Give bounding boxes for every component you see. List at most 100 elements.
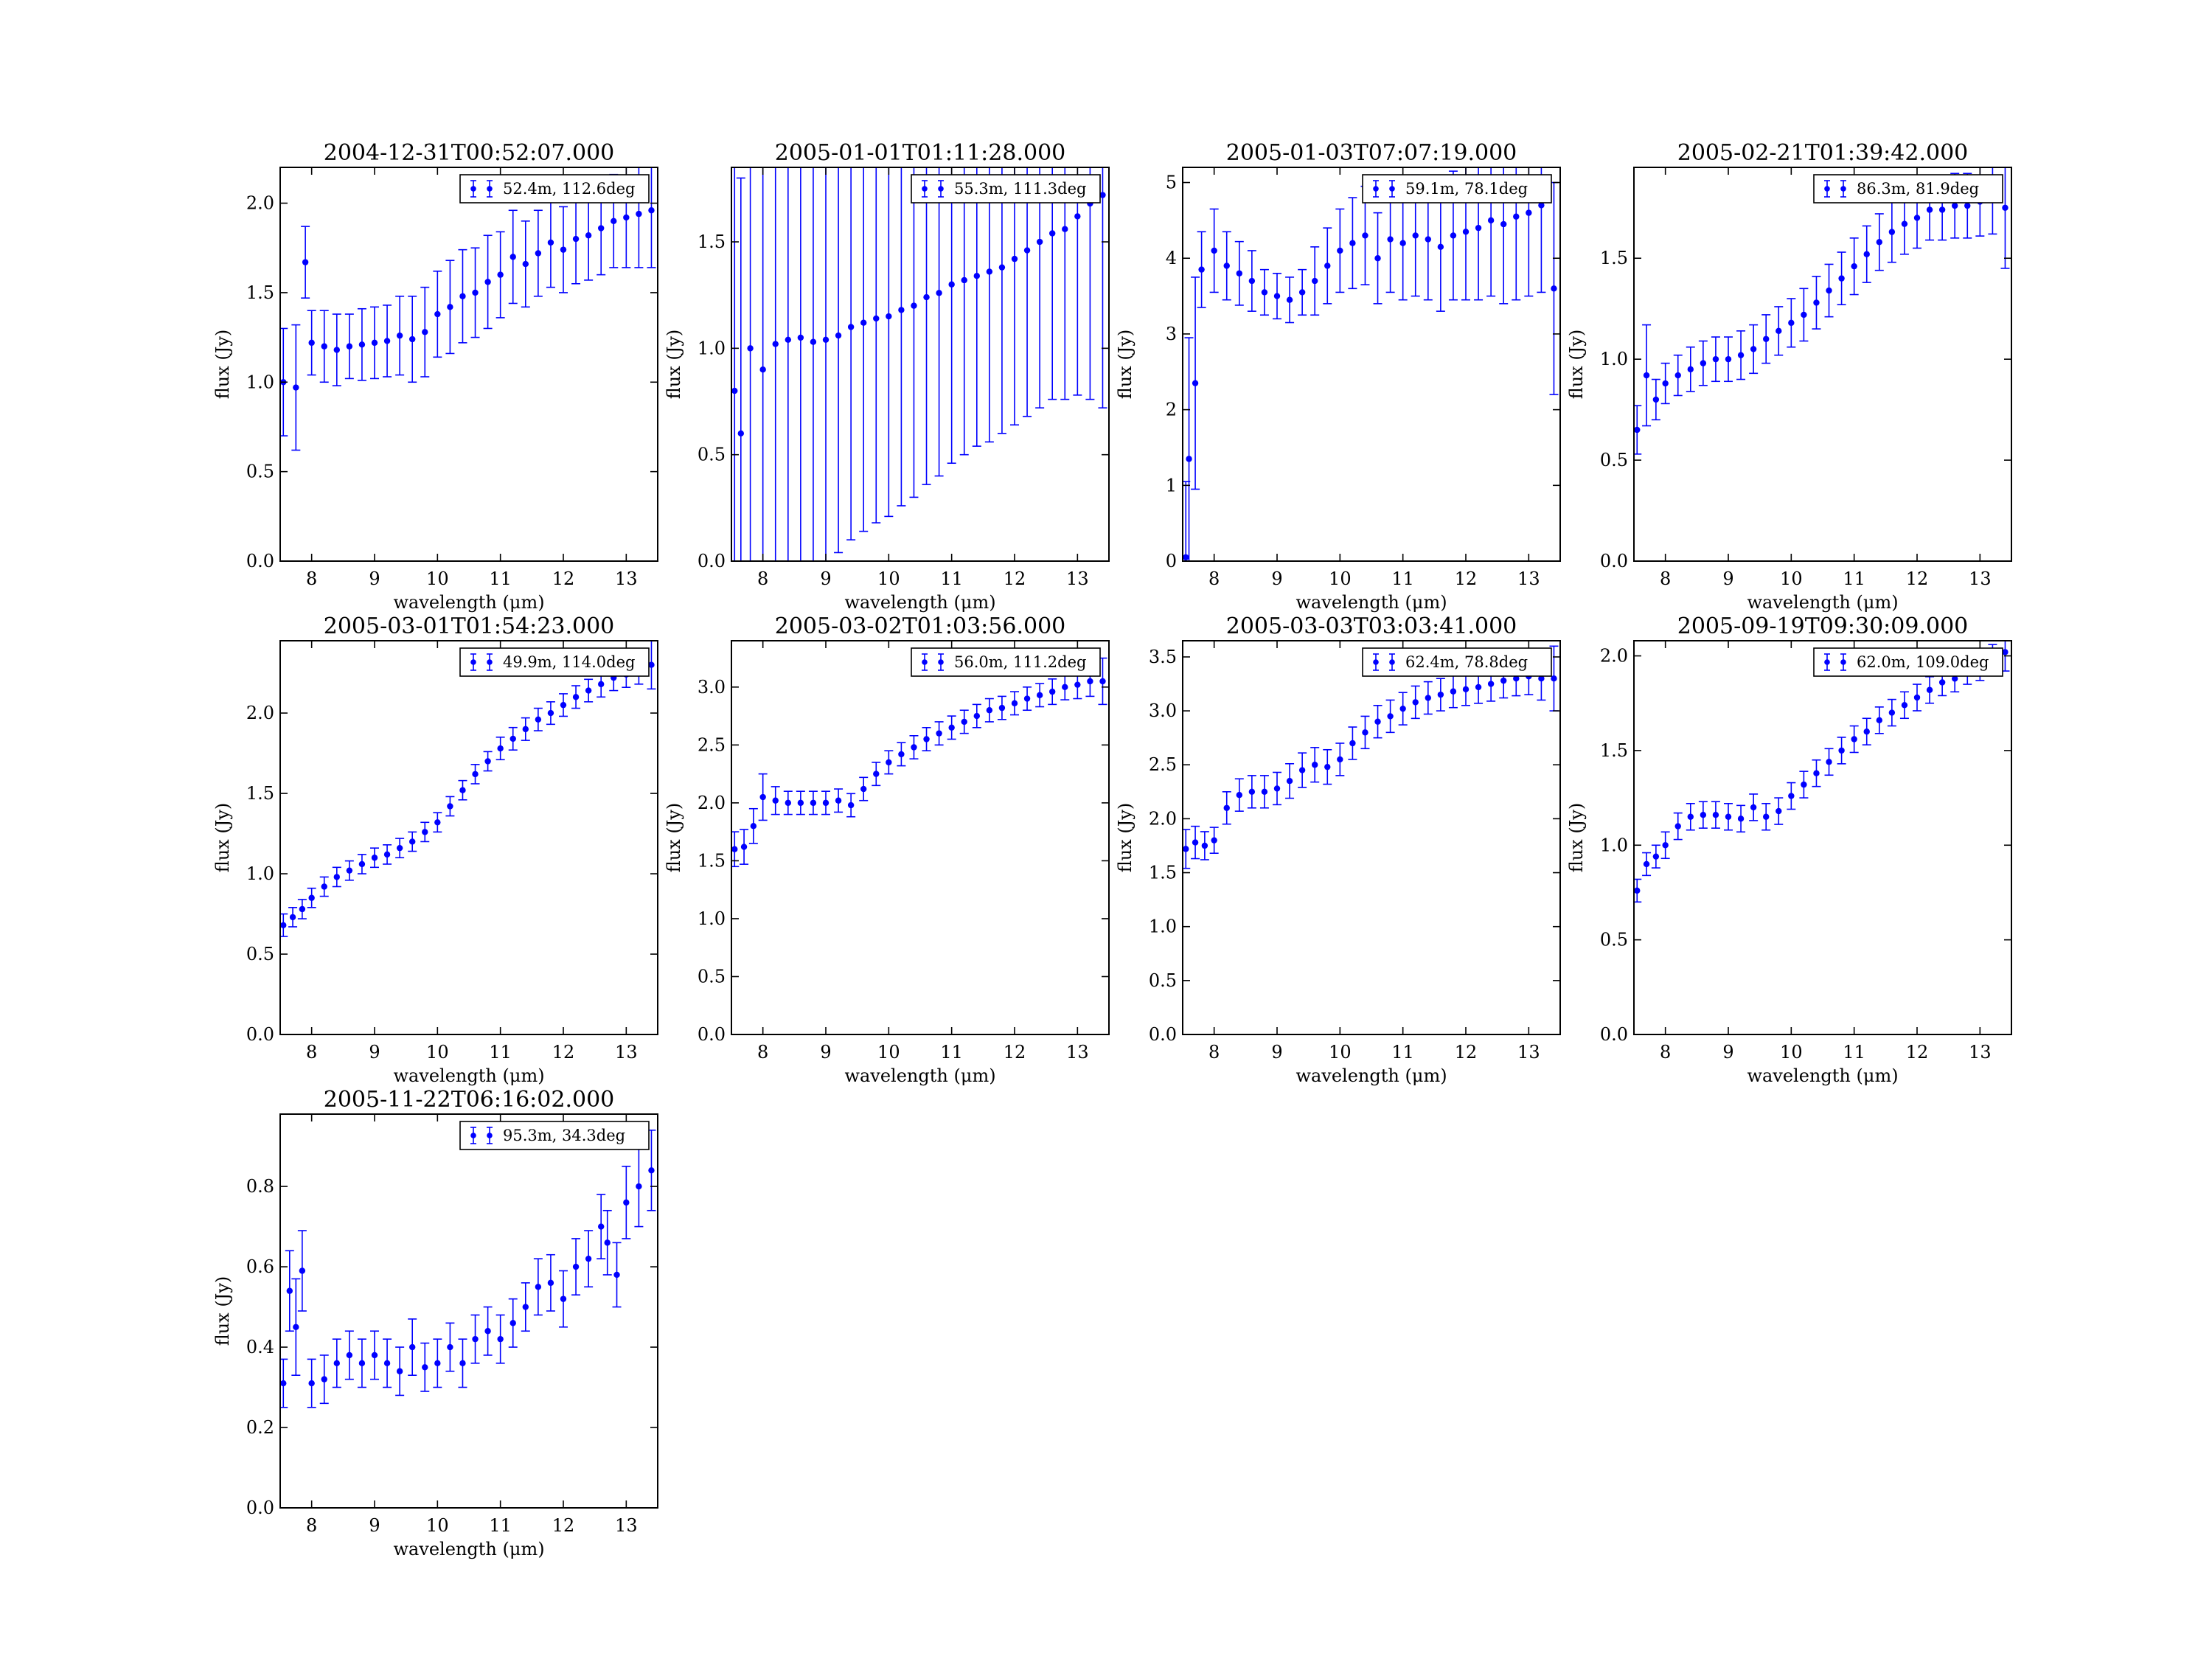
data-marker: [810, 799, 817, 807]
data-point: [947, 715, 956, 740]
data-marker: [1801, 781, 1807, 788]
x-axis-label: wavelength (μm): [393, 1065, 544, 1086]
y-tick-label: 1.0: [698, 908, 726, 929]
data-marker: [1223, 804, 1230, 811]
data-marker: [1775, 807, 1782, 815]
data-marker: [822, 799, 830, 807]
data-marker: [1412, 232, 1419, 239]
data-point: [1642, 852, 1652, 877]
data-point: [1862, 225, 1871, 283]
data-point: [758, 773, 768, 821]
data-marker: [371, 1352, 378, 1359]
data-marker: [604, 1239, 611, 1246]
data-point: [297, 899, 307, 919]
data-point: [1023, 686, 1032, 712]
data-marker: [572, 235, 580, 243]
data-point: [1537, 167, 1546, 293]
data-marker: [759, 793, 766, 801]
data-point: [483, 751, 493, 772]
data-marker: [1211, 837, 1217, 844]
data-point: [834, 167, 844, 554]
data-point: [297, 1230, 307, 1312]
data-marker: [1538, 202, 1545, 209]
x-tick-label: 10: [877, 1042, 900, 1062]
legend: 55.3m, 111.3deg: [911, 174, 1101, 204]
y-tick-label: 0.0: [1600, 551, 1628, 571]
data-point: [771, 786, 780, 815]
data-point: [521, 220, 530, 308]
data-point: [1098, 657, 1107, 706]
data-point: [1048, 678, 1057, 706]
y-tick-label: 0.0: [246, 1498, 274, 1518]
data-marker: [1964, 202, 1971, 209]
data-marker: [1062, 226, 1068, 232]
data-point: [470, 247, 480, 338]
data-point: [1010, 691, 1019, 716]
data-point: [821, 790, 830, 815]
data-point: [1849, 725, 1859, 754]
data-marker: [1652, 853, 1660, 860]
data-point: [533, 1258, 543, 1316]
axes-frame: [1182, 640, 1561, 1035]
data-point: [1651, 844, 1660, 869]
legend-marker: [922, 659, 928, 665]
y-tick-label: 2.0: [246, 703, 274, 723]
legend: 95.3m, 34.3deg: [459, 1121, 650, 1150]
legend: 56.0m, 111.2deg: [911, 647, 1101, 677]
x-tick-label: 10: [1329, 568, 1352, 589]
data-marker: [383, 851, 391, 858]
data-marker: [873, 771, 880, 777]
data-point: [1799, 288, 1809, 342]
data-marker: [1643, 860, 1650, 868]
data-marker: [1851, 736, 1857, 742]
subplot-6: 8 9 10 11 12 13 0.0 0.5 1.0 1.5 2.0 2.5 3.0 2005-03-0…: [664, 613, 1110, 1086]
data-marker: [1674, 372, 1681, 379]
data-marker: [1437, 691, 1444, 698]
data-point: [810, 167, 817, 561]
data-point: [291, 1278, 301, 1376]
y-tick-label: 0.5: [698, 445, 726, 465]
data-marker: [1387, 713, 1394, 720]
y-tick-label: 0.5: [1600, 450, 1628, 470]
data-point: [783, 790, 793, 815]
data-marker: [383, 1360, 391, 1367]
data-marker: [346, 867, 353, 874]
data-point: [1736, 330, 1746, 380]
data-point: [1023, 167, 1032, 417]
data-marker: [560, 246, 567, 253]
data-point: [612, 1242, 622, 1308]
data-point: [458, 248, 467, 344]
legend: 62.4m, 78.8deg: [1362, 647, 1552, 677]
x-tick-label: 8: [1208, 568, 1220, 589]
axes-frame: [279, 1113, 658, 1509]
data-point: [1298, 268, 1307, 316]
data-point: [383, 1338, 392, 1388]
data-marker: [422, 829, 428, 835]
data-marker: [1876, 717, 1882, 724]
data-marker: [1725, 813, 1732, 820]
data-marker: [293, 384, 299, 391]
x-tick-label: 9: [369, 568, 380, 589]
data-point: [1499, 167, 1509, 305]
data-marker: [447, 304, 453, 310]
data-point: [319, 1354, 329, 1405]
data-point: [2000, 167, 2010, 269]
data-point: [559, 693, 568, 717]
data-marker: [797, 334, 804, 341]
data-marker: [1952, 675, 1958, 682]
data-marker: [1725, 355, 1732, 363]
data-point: [1048, 167, 1057, 400]
data-marker: [623, 1199, 630, 1206]
x-tick-label: 12: [552, 568, 575, 589]
subplot-9: 8 9 10 11 12 13 0.0 0.2 0.4 0.6 0.8 2005-11-22T06:1…: [212, 1087, 658, 1559]
data-marker: [1801, 311, 1807, 319]
x-tick-label: 12: [552, 1515, 575, 1536]
legend-marker: [470, 1133, 476, 1138]
data-marker: [585, 1255, 592, 1262]
y-tick-label: 1.5: [246, 282, 274, 303]
data-point: [1436, 678, 1445, 712]
y-tick-label: 2.0: [698, 793, 726, 813]
data-point: [808, 790, 818, 815]
data-marker: [747, 345, 754, 352]
